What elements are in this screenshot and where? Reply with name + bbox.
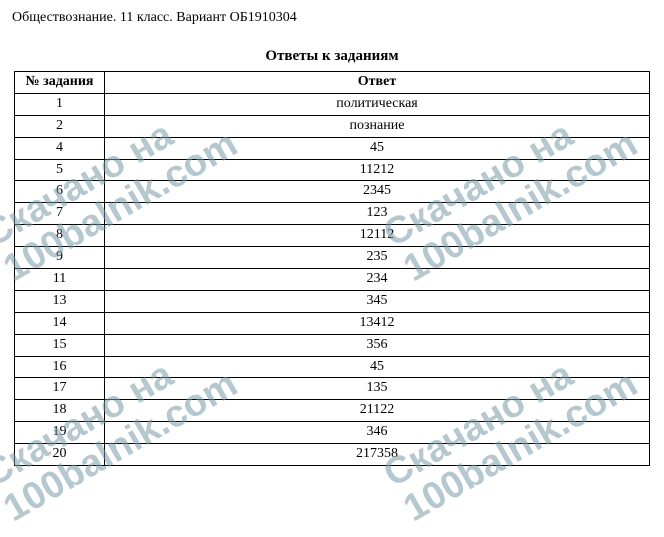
- cell-answer: 345: [105, 290, 650, 312]
- cell-number: 13: [15, 290, 105, 312]
- cell-answer: 11212: [105, 159, 650, 181]
- table-row: 11234: [15, 269, 650, 291]
- answers-table-wrap: № задания Ответ 1политическая2познание44…: [0, 71, 664, 476]
- table-row: 445: [15, 137, 650, 159]
- page-header: Обществознание. 11 класс. Вариант ОБ1910…: [0, 0, 664, 30]
- table-row: 1645: [15, 356, 650, 378]
- table-row: 812112: [15, 225, 650, 247]
- cell-number: 2: [15, 115, 105, 137]
- cell-number: 7: [15, 203, 105, 225]
- column-header-answer: Ответ: [105, 72, 650, 94]
- table-header-row: № задания Ответ: [15, 72, 650, 94]
- cell-answer: 346: [105, 422, 650, 444]
- table-row: 2познание: [15, 115, 650, 137]
- table-row: 15356: [15, 334, 650, 356]
- table-row: 17135: [15, 378, 650, 400]
- cell-number: 5: [15, 159, 105, 181]
- cell-answer: 13412: [105, 312, 650, 334]
- table-row: 511212: [15, 159, 650, 181]
- cell-number: 11: [15, 269, 105, 291]
- cell-number: 19: [15, 422, 105, 444]
- answers-table: № задания Ответ 1политическая2познание44…: [14, 71, 650, 466]
- table-row: 62345: [15, 181, 650, 203]
- cell-number: 15: [15, 334, 105, 356]
- cell-answer: 217358: [105, 444, 650, 466]
- cell-answer: политическая: [105, 93, 650, 115]
- cell-answer: 45: [105, 356, 650, 378]
- cell-answer: 234: [105, 269, 650, 291]
- cell-answer: 21122: [105, 400, 650, 422]
- table-row: 19346: [15, 422, 650, 444]
- table-row: 1413412: [15, 312, 650, 334]
- cell-answer: 12112: [105, 225, 650, 247]
- table-row: 20217358: [15, 444, 650, 466]
- cell-answer: 45: [105, 137, 650, 159]
- cell-answer: 2345: [105, 181, 650, 203]
- cell-number: 16: [15, 356, 105, 378]
- table-row: 13345: [15, 290, 650, 312]
- table-row: 1821122: [15, 400, 650, 422]
- cell-answer: 356: [105, 334, 650, 356]
- table-row: 7123: [15, 203, 650, 225]
- cell-number: 18: [15, 400, 105, 422]
- cell-answer: познание: [105, 115, 650, 137]
- cell-number: 4: [15, 137, 105, 159]
- cell-number: 6: [15, 181, 105, 203]
- cell-answer: 123: [105, 203, 650, 225]
- table-row: 9235: [15, 247, 650, 269]
- table-row: 1политическая: [15, 93, 650, 115]
- page-title: Ответы к заданиям: [0, 48, 664, 65]
- cell-answer: 235: [105, 247, 650, 269]
- cell-number: 20: [15, 444, 105, 466]
- cell-number: 17: [15, 378, 105, 400]
- column-header-number: № задания: [15, 72, 105, 94]
- cell-number: 8: [15, 225, 105, 247]
- cell-answer: 135: [105, 378, 650, 400]
- cell-number: 14: [15, 312, 105, 334]
- cell-number: 9: [15, 247, 105, 269]
- cell-number: 1: [15, 93, 105, 115]
